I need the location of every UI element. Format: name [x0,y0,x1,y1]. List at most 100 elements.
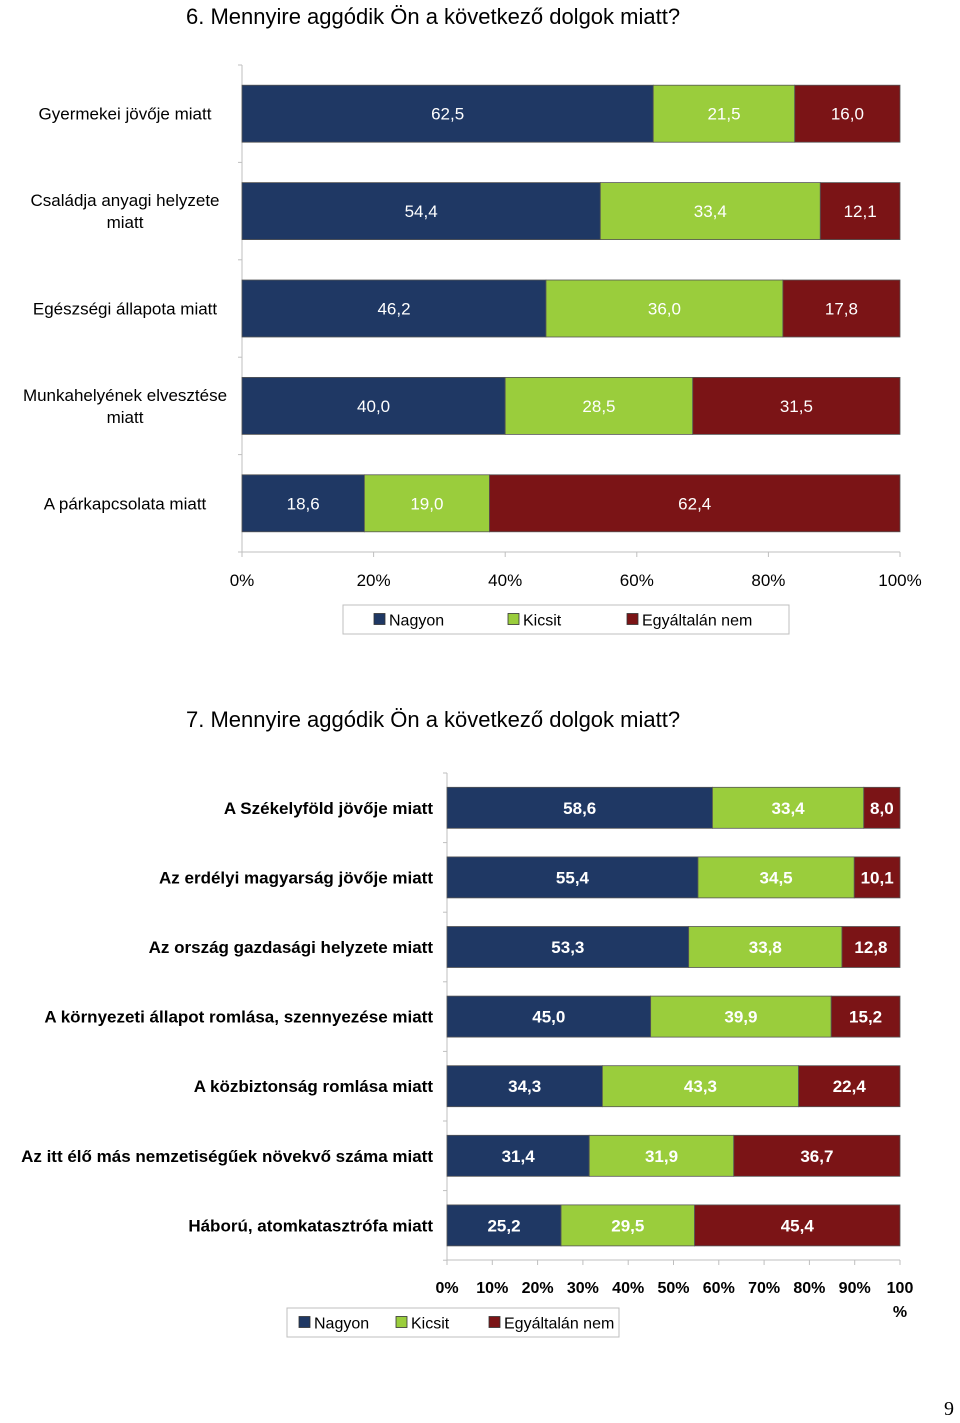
bar-segment [692,376,901,435]
x-tick-label: 40% [488,571,522,590]
x-tick-label: 60% [620,571,654,590]
data-label: 15,2 [849,1008,882,1027]
bar-segment [446,786,713,829]
x-tick-label: 0% [230,571,255,590]
bar-segment [853,856,901,899]
data-label: 36,7 [800,1147,833,1166]
bar-segment [588,1134,735,1177]
bar-segment [241,376,506,435]
category-label: Az ország gazdasági helyzete miatt [149,938,434,957]
category-label: Az itt élő más nemzetiségűek növekvő szá… [21,1147,433,1166]
data-label: 21,5 [707,105,740,124]
bar-segment [241,279,547,338]
data-label: 58,6 [563,799,596,818]
category-label: A közbiztonság romlása miatt [194,1077,434,1096]
bar-segment [733,1134,901,1177]
bar-segment [841,926,901,968]
legend-swatch [626,613,639,625]
data-label: 17,8 [825,300,858,319]
bar-segment [697,856,855,899]
category-label: A párkapcsolata miatt [44,494,207,513]
bar-segment [446,856,699,899]
legend-entry: Nagyon [389,613,444,630]
bar-segment [819,182,901,241]
data-label: 22,4 [833,1077,867,1096]
legend-entry: Kicsit [523,613,562,630]
data-label: 33,4 [694,202,727,221]
legend-entry: Kicsit [411,1316,450,1333]
category-label: A Székelyföld jövője miatt [224,799,433,818]
bar-segment [782,279,901,338]
data-label: 8,0 [870,799,894,818]
category-label: Háború, atomkatasztrófa miatt [188,1216,433,1235]
bar-segment [363,474,490,533]
bar-segment [712,786,865,829]
data-label: 45,4 [781,1216,815,1235]
x-tick-label: 60% [703,1280,735,1297]
data-label: 40,0 [357,397,390,416]
category-label: miatt [107,213,144,232]
data-label: 19,0 [410,494,443,513]
bar-segment [446,1065,603,1108]
category-label: miatt [107,408,144,427]
x-tick-label: 40% [612,1280,644,1297]
x-tick-label: % [893,1304,907,1321]
legend-box [342,604,790,635]
x-tick-label: 30% [567,1280,599,1297]
x-tick-label: 0% [435,1280,458,1297]
bar-segment [652,84,796,143]
bar-segment [798,1065,901,1108]
legend-entry: Egyáltalán nem [642,613,752,630]
legend-swatch [298,1316,311,1328]
legend-swatch [507,613,520,625]
legend-box [286,1307,620,1338]
x-tick-label: 70% [748,1280,780,1297]
data-label: 33,4 [772,799,806,818]
x-tick-label: 10% [476,1280,508,1297]
data-label: 39,9 [724,1008,757,1027]
bar-segment [830,995,901,1038]
data-label: 55,4 [556,868,590,887]
data-label: 33,8 [749,938,782,957]
chart-title-7: 7. Mennyire aggódik Ön a következő dolgo… [186,707,681,732]
legend-entry: Nagyon [314,1316,369,1333]
category-label: Gyermekei jövője miatt [39,105,212,124]
bar-segment [504,376,694,435]
data-label: 16,0 [831,105,864,124]
bar-segment [560,1204,695,1247]
data-label: 12,1 [844,202,877,221]
category-label: Munkahelyének elvesztése [23,386,227,405]
data-label: 25,2 [487,1216,520,1235]
data-label: 10,1 [861,868,894,887]
x-tick-label: 100% [878,571,921,590]
data-label: 62,5 [431,105,464,124]
bar-segment [694,1204,901,1247]
x-tick-label: 20% [522,1280,554,1297]
category-label: Az erdélyi magyarság jövője miatt [159,868,433,887]
x-tick-label: 80% [793,1280,825,1297]
bar-segment [599,182,821,241]
bar-segment [241,182,601,241]
category-label: Családja anyagi helyzete [30,191,219,210]
x-tick-label: 90% [839,1280,871,1297]
data-label: 36,0 [648,300,681,319]
bar-segment [794,84,901,143]
data-label: 46,2 [377,300,410,319]
page-number: 9 [944,1398,954,1420]
data-label: 31,5 [780,397,813,416]
bar-segment [446,995,652,1038]
data-label: 43,3 [684,1077,717,1096]
bar-segment [601,1065,799,1108]
bar-segment [446,926,690,968]
data-label: 28,5 [582,397,615,416]
data-label: 34,3 [508,1077,541,1096]
bar-segment [446,1204,562,1247]
data-label: 29,5 [611,1216,644,1235]
legend-swatch [395,1316,408,1328]
legend-swatch [373,613,386,625]
data-label: 18,6 [287,494,320,513]
data-label: 45,0 [532,1008,565,1027]
data-label: 31,4 [502,1147,536,1166]
data-label: 62,4 [678,494,711,513]
